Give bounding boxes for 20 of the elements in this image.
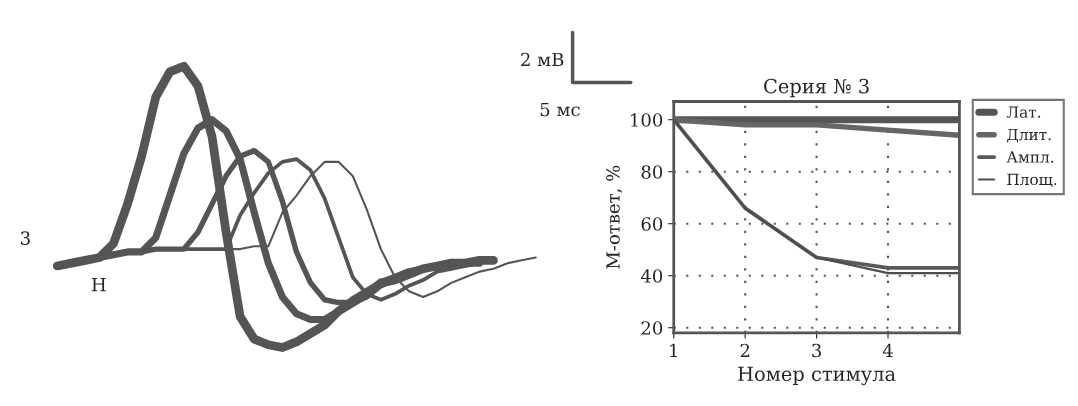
chart-title: Серия № 3 [764,78,869,98]
x-tick-label: 1 [670,343,677,358]
y-tick-label: 20 [641,321,663,335]
text: 3 [21,231,30,245]
x-axis-title: Номер стимула [738,366,896,386]
legend-label: Площ. [1007,173,1057,187]
x-tick-label: 2 [740,343,750,358]
y-tick-label: 100 [631,113,663,127]
legend-label: Ампл. [1006,151,1054,163]
text: 2 мВ [521,52,564,67]
y-tick-label: 60 [641,217,663,231]
legend-label: Длит. [1007,128,1051,143]
x-tick-label: 4 [882,343,893,358]
y-tick-label: 40 [640,269,663,283]
y-tick-label: 80 [641,165,663,179]
y-axis-title: М-ответ, % [606,165,623,269]
x-tick-label: 3 [812,343,821,358]
annotation: 5 мс [540,102,580,117]
annotation: Н [91,277,106,292]
legend-label: Лат. [1006,106,1041,118]
